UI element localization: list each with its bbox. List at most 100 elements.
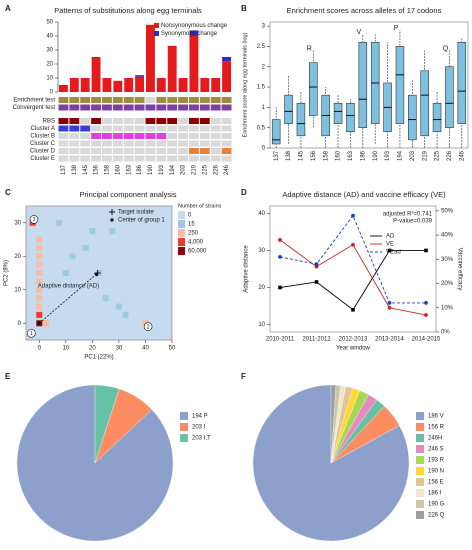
density-cell: [36, 303, 43, 310]
track-cell: [178, 140, 188, 147]
track-cell: [58, 97, 69, 103]
x-tick-label: 225: [435, 150, 441, 161]
y-tick-label: 0: [262, 146, 266, 152]
box: [420, 70, 429, 137]
x-tick-label: 40: [142, 346, 149, 352]
annotation: P: [394, 25, 399, 32]
track-cell: [134, 140, 145, 147]
x-tick-label: 2013-2014: [375, 337, 404, 343]
bar: [59, 85, 68, 92]
track-cell: [145, 148, 156, 154]
track-cell: [91, 118, 101, 124]
x-tick-label: 246: [224, 164, 230, 175]
legend-label: 190 N: [428, 469, 444, 475]
legend-swatch: [154, 31, 159, 36]
track-label: Cluster C: [30, 141, 56, 147]
bar: [167, 45, 177, 92]
track-cell: [189, 133, 199, 139]
legend-swatch: [416, 511, 424, 519]
x-axis-label: Year window: [336, 346, 370, 352]
legend-swatch: [416, 434, 424, 442]
legend-label: VEad: [386, 250, 401, 256]
track-cell: [91, 140, 101, 147]
y-tick-label: 40: [46, 34, 53, 40]
track-cell: [134, 133, 145, 139]
plot-frame: [25, 205, 173, 341]
track-cell: [178, 97, 188, 103]
track-cell: [123, 118, 134, 124]
track-cell: [145, 97, 156, 103]
y-tick-label: 20: [46, 62, 53, 68]
x-tick-label: 156: [311, 150, 317, 161]
track-cell: [80, 125, 91, 132]
track-cell: [123, 148, 134, 154]
point: [351, 242, 355, 247]
point: [37, 321, 41, 325]
x-tick-label: 137: [274, 150, 280, 161]
track-cell: [123, 97, 134, 103]
track-cell: [102, 140, 112, 147]
legend-swatch: [180, 412, 188, 420]
track-cell: [210, 104, 221, 111]
bar: [222, 57, 231, 62]
x-tick-label: 145: [299, 150, 305, 161]
x-tick-label: 160: [115, 164, 121, 175]
point: [424, 301, 428, 305]
track-cell: [145, 155, 156, 162]
panel-letter: E: [5, 372, 11, 381]
track-cell: [145, 133, 156, 139]
bar: [222, 61, 231, 92]
group-label: 3: [32, 217, 35, 223]
track-cell: [210, 97, 221, 103]
density-cell: [36, 311, 43, 318]
group-marker: [29, 215, 39, 224]
y-tick-label: 50%: [441, 208, 454, 214]
track-label: Cluster D: [30, 149, 56, 155]
x-axis-label: PC1 (22%): [84, 355, 113, 361]
colorbar-label: 250: [188, 231, 199, 237]
legend-label: 203 I: [192, 425, 206, 431]
x-tick-label: 30: [116, 346, 123, 352]
track-cell: [134, 125, 145, 132]
x-tick-label: 138: [286, 150, 292, 161]
y-tick-label: 30: [14, 220, 21, 226]
legend-label: 246H: [428, 436, 442, 442]
legend-label: 186 I: [428, 491, 442, 497]
annotation: Adaptive distance (AD): [38, 284, 99, 290]
density-cell: [36, 261, 43, 268]
legend-label: 156 R: [428, 425, 445, 431]
track-cell: [221, 97, 232, 103]
point: [351, 213, 355, 218]
track-cell: [167, 118, 178, 124]
track-cell: [221, 155, 232, 162]
panel-letter: D: [241, 188, 247, 197]
track-cell: [156, 125, 167, 132]
track-cell: [123, 140, 134, 147]
legend-marker: [109, 209, 115, 215]
track-cell: [58, 118, 69, 124]
legend-label: 186 V: [428, 414, 444, 420]
panel-letter: C: [5, 188, 11, 197]
colorbar-swatch: [178, 229, 185, 237]
track-cell: [123, 125, 134, 132]
track-cell: [69, 97, 80, 103]
y-tick-label: 0: [18, 321, 22, 327]
density-cell: [82, 244, 89, 251]
legend-label: Nonsynonymous change: [161, 23, 228, 29]
series-line: [279, 239, 427, 316]
y-tick-label: 1: [262, 105, 266, 111]
box: [296, 102, 306, 137]
density-cell: [109, 228, 116, 235]
track-cell: [167, 155, 178, 162]
plot-frame: [269, 205, 437, 333]
x-tick-label: 194: [398, 150, 404, 161]
track-cell: [156, 104, 167, 111]
track-cell: [123, 104, 134, 111]
y2-axis-label: Vaccine efficacy: [456, 248, 462, 291]
track-cell: [189, 155, 199, 162]
pie-slice: [94, 384, 120, 464]
x-tick-label: 194: [170, 164, 176, 175]
density-cell: [36, 253, 43, 260]
track-cell: [58, 133, 69, 139]
